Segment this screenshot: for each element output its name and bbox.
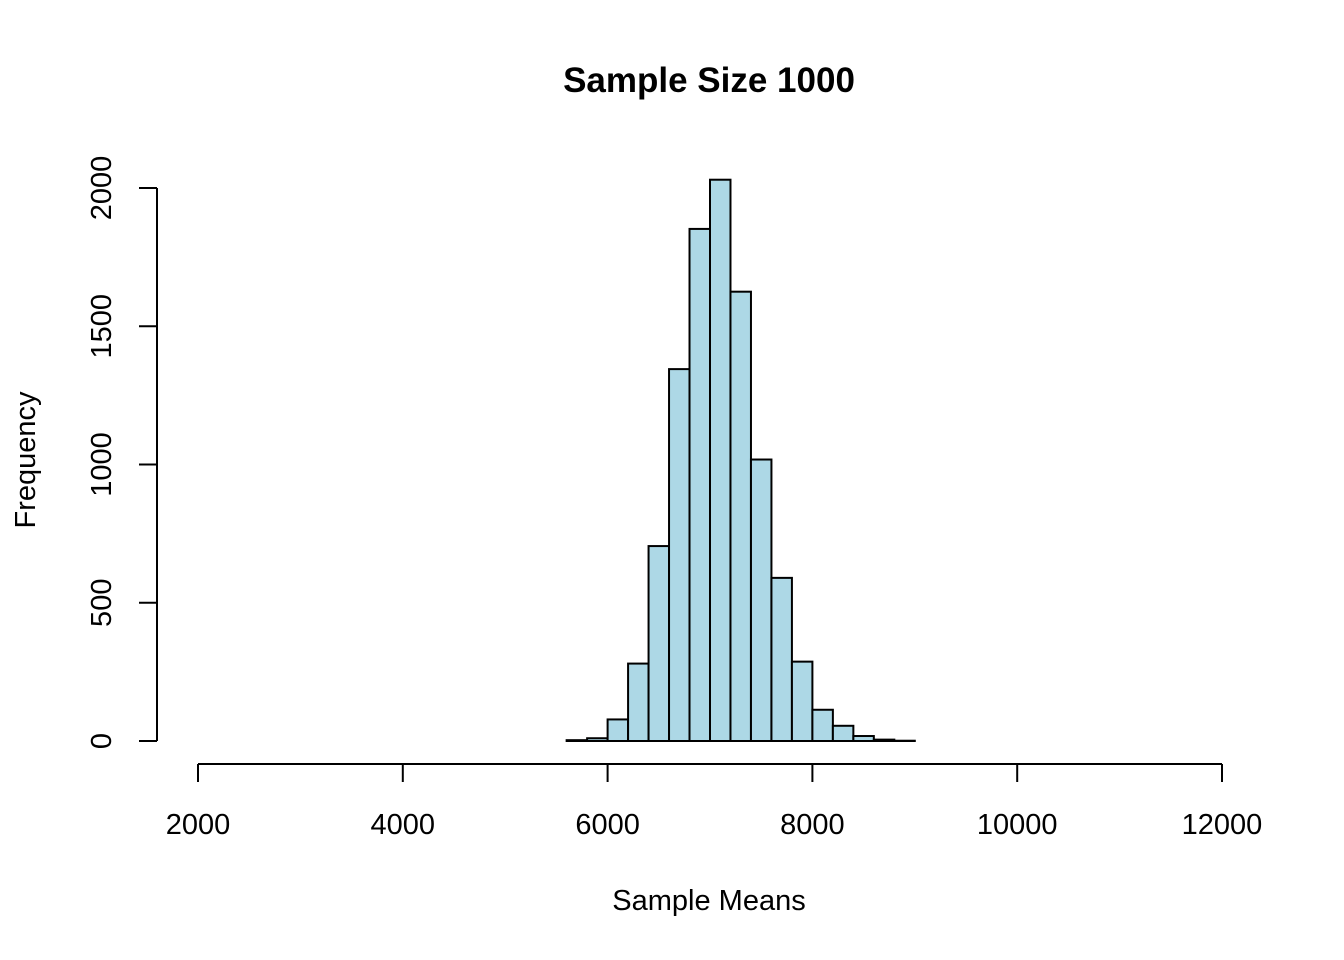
x-tick-label: 10000 [977,809,1058,841]
chart-title: Sample Size 1000 [563,61,855,100]
histogram-bar [668,368,691,742]
histogram-bar [688,227,712,743]
histogram-bar [565,739,589,742]
histogram-bar [872,738,896,742]
y-tick-label: 0 [86,733,118,749]
x-tick-label: 4000 [371,809,436,841]
histogram-bar [831,724,855,742]
histogram-bar [811,708,834,743]
y-tick-label: 2000 [86,156,118,221]
x-axis: 2000 4000 6000 8000 10000 12000 [166,763,1263,841]
x-tick-label: 2000 [166,809,231,841]
histogram-bars [565,178,916,743]
histogram-bar [647,545,671,742]
histogram-bar [852,735,875,743]
x-tick-label: 8000 [780,809,845,841]
histogram-bar [586,737,609,742]
histogram-bar [606,718,630,742]
y-axis: 0 500 1000 1500 2000 [86,156,158,749]
histogram-bar [770,576,793,742]
histogram-bar [749,458,773,742]
x-axis-label: Sample Means [612,885,805,917]
histogram-bar [627,662,650,743]
x-tick-label: 12000 [1182,809,1263,841]
histogram-bar [709,178,732,742]
y-axis-label: Frequency [10,391,42,529]
y-tick-label: 1500 [86,294,118,359]
histogram-bar [790,660,814,743]
y-tick-label: 500 [86,579,118,627]
y-tick-label: 1000 [86,432,118,497]
x-tick-label: 6000 [575,809,640,841]
histogram-bar [729,290,752,742]
